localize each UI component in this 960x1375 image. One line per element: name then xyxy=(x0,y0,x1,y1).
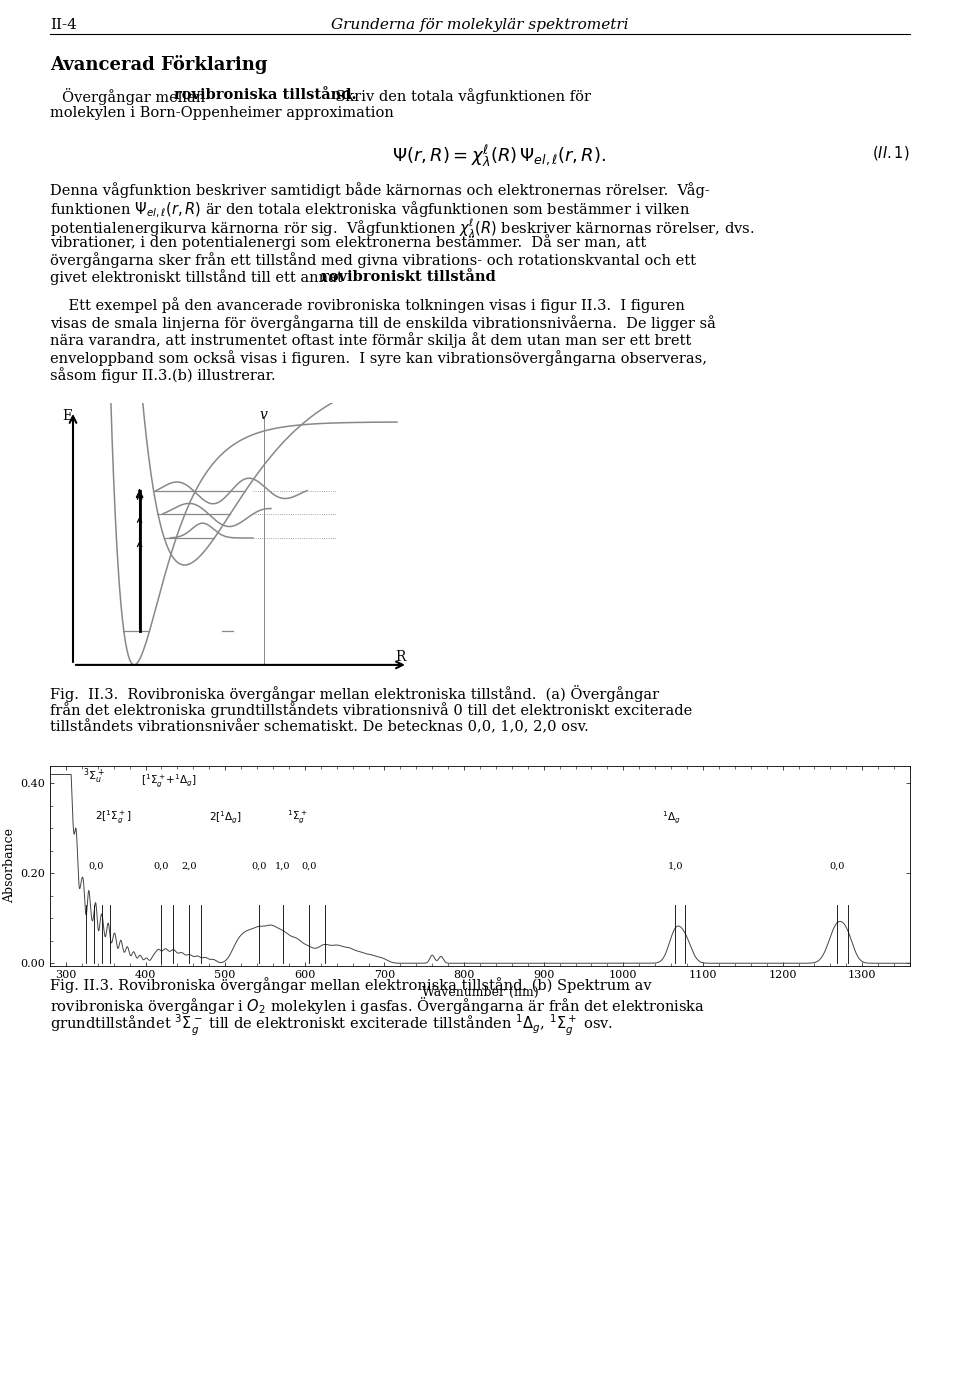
Text: $2[^1\Delta_g]$: $2[^1\Delta_g]$ xyxy=(208,810,242,826)
Text: övergångarna sker från ett tillstånd med givna vibrations- och rotationskvantal : övergångarna sker från ett tillstånd med… xyxy=(50,252,696,268)
Text: vibrationer, i den potentialenergi som elektronerna bestämmer.  Då ser man, att: vibrationer, i den potentialenergi som e… xyxy=(50,235,646,250)
Text: $[^1\Sigma_g^+{+}^1\Delta_g]$: $[^1\Sigma_g^+{+}^1\Delta_g]$ xyxy=(141,773,198,791)
Y-axis label: Absorbance: Absorbance xyxy=(3,828,16,903)
Text: molekylen i Born-Oppenheimer approximation: molekylen i Born-Oppenheimer approximati… xyxy=(50,106,394,120)
Text: nära varandra, att instrumentet oftast inte förmår skilja åt dem utan man ser et: nära varandra, att instrumentet oftast i… xyxy=(50,333,691,348)
Text: rovibroniskt tillstånd: rovibroniskt tillstånd xyxy=(321,270,495,283)
Text: såsom figur II.3.(b) illustrerar.: såsom figur II.3.(b) illustrerar. xyxy=(50,367,276,384)
Text: Skriv den totala vågfunktionen för: Skriv den totala vågfunktionen för xyxy=(326,88,591,104)
Text: 1,0: 1,0 xyxy=(667,862,683,872)
Text: $(II.1)$: $(II.1)$ xyxy=(873,144,910,162)
Text: 0,0: 0,0 xyxy=(301,862,317,872)
Text: Grunderna för molekylär spektrometri: Grunderna för molekylär spektrometri xyxy=(331,18,629,32)
Text: $^3\Sigma_u^+$: $^3\Sigma_u^+$ xyxy=(83,766,105,785)
Text: E: E xyxy=(62,410,72,424)
Text: rovibroniska övergångar i $O_2$ molekylen i gasfas. Övergångarna är från det ele: rovibroniska övergångar i $O_2$ molekyle… xyxy=(50,996,706,1016)
Text: enveloppband som också visas i figuren.  I syre kan vibrationsövergångarna obser: enveloppband som också visas i figuren. … xyxy=(50,351,707,366)
Text: $\Psi(r,R) = \chi^\ell_\lambda(R)\,\Psi_{el,\ell}(r,R).$: $\Psi(r,R) = \chi^\ell_\lambda(R)\,\Psi_… xyxy=(392,144,607,170)
Text: visas de smala linjerna för övergångarna till de enskilda vibrationsnivåerna.  D: visas de smala linjerna för övergångarna… xyxy=(50,315,716,331)
Text: grundtillståndet $^3\Sigma_g^-$ till de elektroniskt exciterade tillstånden $^1\: grundtillståndet $^3\Sigma_g^-$ till de … xyxy=(50,1012,613,1038)
Text: från det elektroniska grundtillståndets vibrationsnivå 0 till det elektroniskt e: från det elektroniska grundtillståndets … xyxy=(50,703,692,718)
Text: Avancerad Förklaring: Avancerad Förklaring xyxy=(50,55,268,74)
Text: Övergångar mellan: Övergångar mellan xyxy=(62,88,210,104)
Text: 1,0: 1,0 xyxy=(275,862,290,872)
Text: 0,0: 0,0 xyxy=(829,862,845,872)
Text: Fig.  II.3.  Rovibroniska övergångar mellan elektroniska tillstånd.  (a) Övergån: Fig. II.3. Rovibroniska övergångar mella… xyxy=(50,685,660,703)
Text: funktionen $\Psi_{el,\ell}(r,R)$ är den totala elektroniska vågfunktionen som be: funktionen $\Psi_{el,\ell}(r,R)$ är den … xyxy=(50,199,690,220)
Text: Denna vågfunktion beskriver samtidigt både kärnornas och elektronernas rörelser.: Denna vågfunktion beskriver samtidigt bå… xyxy=(50,182,709,198)
Text: $2[^1\Sigma_g^+]$: $2[^1\Sigma_g^+]$ xyxy=(95,808,132,826)
Text: 2,0: 2,0 xyxy=(181,862,197,872)
Text: .: . xyxy=(454,270,459,283)
Text: 0,0: 0,0 xyxy=(252,862,267,872)
Text: potentialenergikurva kärnorna rör sig.  Vågfunktionen $\chi^\ell_\lambda(R)$ bes: potentialenergikurva kärnorna rör sig. V… xyxy=(50,217,755,239)
Text: rovibroniska tillstånd.: rovibroniska tillstånd. xyxy=(174,88,356,102)
Text: Ett exempel på den avancerade rovibroniska tolkningen visas i figur II.3.  I fig: Ett exempel på den avancerade rovibronis… xyxy=(50,297,684,314)
Text: R: R xyxy=(396,650,406,664)
Text: 0,0: 0,0 xyxy=(88,862,104,872)
Text: $^1\Sigma_g^+$: $^1\Sigma_g^+$ xyxy=(287,808,307,826)
Text: tillståndets vibrationsnivåer schematiskt. De betecknas 0,0, 1,0, 2,0 osv.: tillståndets vibrationsnivåer schematisk… xyxy=(50,720,588,734)
Text: II-4: II-4 xyxy=(50,18,77,32)
Text: $^1\Delta_g$: $^1\Delta_g$ xyxy=(661,810,681,826)
Text: givet elektroniskt tillstånd till ett annat: givet elektroniskt tillstånd till ett an… xyxy=(50,270,348,286)
Text: v: v xyxy=(260,408,268,422)
Text: Fig. II.3. Rovibroniska övergångar mellan elektroniska tillstånd. (b) Spektrum a: Fig. II.3. Rovibroniska övergångar mella… xyxy=(50,978,652,993)
Text: 0,0: 0,0 xyxy=(154,862,169,872)
X-axis label: Wavenumber (nm): Wavenumber (nm) xyxy=(421,986,539,998)
